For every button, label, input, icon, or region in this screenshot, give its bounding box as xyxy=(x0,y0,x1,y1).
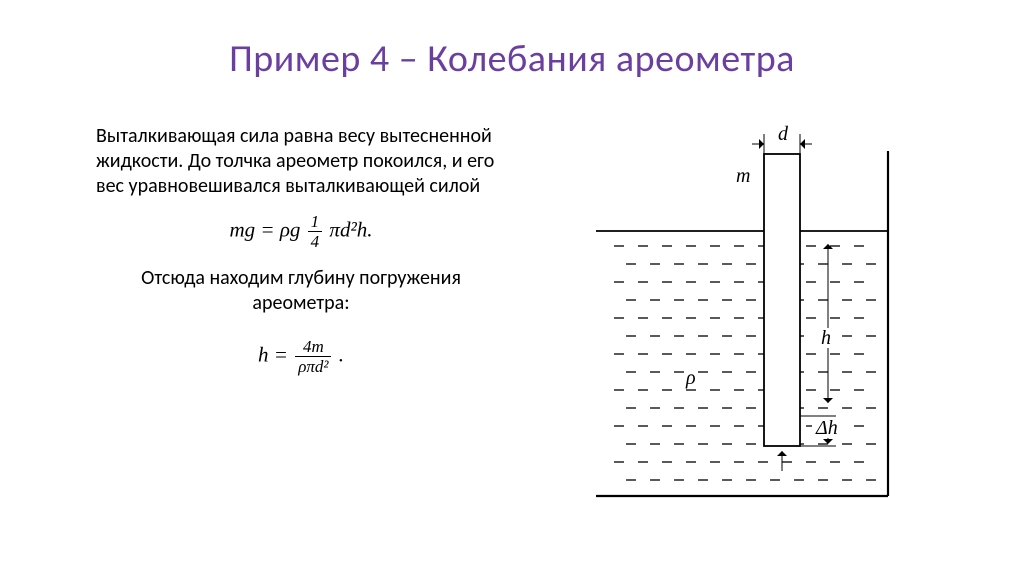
diagram-column: dmρhΔh xyxy=(526,124,966,391)
svg-text:d: d xyxy=(778,123,789,145)
paragraph-1: Выталкивающая сила равна весу вытесненно… xyxy=(96,124,506,199)
f1-lhs: mg xyxy=(229,217,255,241)
page-title: Пример 4 – Колебания ареометра xyxy=(0,0,1024,82)
equals-2: = xyxy=(274,342,293,366)
f1-den: 4 xyxy=(308,232,323,250)
f1-frac: 1 4 xyxy=(308,213,323,250)
areometer-diagram: d m ρ h Δh xyxy=(596,116,896,506)
content-area: Выталкивающая сила равна весу вытесненно… xyxy=(0,82,1024,391)
svg-text:h: h xyxy=(821,327,831,349)
paragraph-2: Отсюда находим глубину погружения ареоме… xyxy=(96,266,506,316)
text-column: Выталкивающая сила равна весу вытесненно… xyxy=(96,124,506,391)
f2-frac: 4m ρπd² xyxy=(295,338,331,375)
f2-tail: . xyxy=(339,342,344,366)
f2-lhs: h xyxy=(258,342,269,366)
f1-tail: πd²h. xyxy=(329,217,372,241)
svg-text:m: m xyxy=(736,165,750,187)
f1-num: 1 xyxy=(308,213,323,232)
formula-1: mg = ρg 1 4 πd²h. xyxy=(96,213,506,250)
f1-rho-g: ρg xyxy=(280,217,301,241)
svg-text:ρ: ρ xyxy=(685,367,696,389)
formula-2: h = 4m ρπd² . xyxy=(96,338,506,375)
svg-text:Δh: Δh xyxy=(815,417,838,439)
f2-num: 4m xyxy=(295,338,331,357)
equals: = xyxy=(260,217,279,241)
f2-den: ρπd² xyxy=(295,357,331,375)
